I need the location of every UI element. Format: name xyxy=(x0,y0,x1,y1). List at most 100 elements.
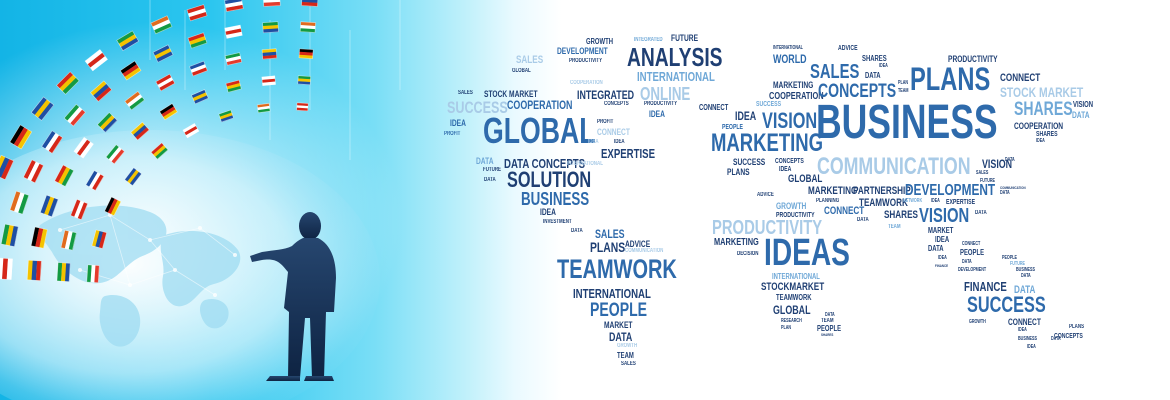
flag xyxy=(41,130,63,154)
cloud-word: ONLINE xyxy=(640,84,691,104)
flag xyxy=(85,170,105,191)
cloud-word: CONNECT xyxy=(597,127,630,137)
cloud-word: INTERNATIONAL xyxy=(567,161,603,167)
cloud-word: ADVICE xyxy=(838,45,858,52)
cloud-word: DATA CONCEPTS xyxy=(504,156,586,171)
cloud-word: PRODUCTIVITY xyxy=(644,101,678,107)
cloud-word: COOPERATION xyxy=(1014,121,1064,131)
cloud-word: PROFIT xyxy=(444,131,461,137)
flag xyxy=(262,21,279,34)
cloud-word: DATA xyxy=(1000,190,1010,196)
cloud-word: IDEA xyxy=(935,235,950,244)
cloud-word: IDEA xyxy=(588,139,599,145)
cloud-word: IDEA xyxy=(1036,138,1045,144)
cloud-word: IDEA xyxy=(879,63,888,69)
flag xyxy=(261,75,276,86)
cloud-word: PRODUCTIVITY xyxy=(948,54,998,64)
cloud-word: SUCCESS xyxy=(967,292,1046,317)
cloud-word: FUTURE xyxy=(483,167,502,173)
cloud-word: IDEAS xyxy=(764,232,850,274)
flag xyxy=(261,48,278,60)
cloud-word: DATA xyxy=(928,244,944,253)
cloud-word: FUTURE xyxy=(980,178,996,184)
cloud-word: SHARES xyxy=(1014,99,1073,120)
cloud-word: BUSINESS xyxy=(521,189,590,209)
cloud-word: IDEA xyxy=(938,255,947,261)
flag xyxy=(70,199,88,220)
flag xyxy=(86,264,100,284)
cloud-word: GLOBAL xyxy=(788,173,823,185)
cloud-word: TEAM xyxy=(821,318,834,324)
cloud-word: SALES xyxy=(458,90,473,96)
cloud-word: MARKETING xyxy=(711,129,824,157)
cloud-word: DATA xyxy=(609,330,633,344)
cloud-word: MARKETING xyxy=(808,185,858,197)
cloud-word: DATA xyxy=(1021,273,1031,279)
cloud-word: TEAM xyxy=(617,351,634,360)
cloud-word: GLOBAL xyxy=(773,303,811,317)
cloud-word: CONCEPTS xyxy=(818,81,897,102)
cloud-word: PARTNERSHIP xyxy=(853,185,911,197)
cloud-word: PLANS xyxy=(910,61,991,97)
cloud-word: IDEA xyxy=(540,207,556,217)
cloud-word: PLAN xyxy=(781,325,792,331)
cloud-word: PEOPLE xyxy=(722,124,744,131)
cloud-word: INTEGRATED xyxy=(634,37,663,43)
cloud-word: FINANCE xyxy=(964,279,1007,294)
cloud-word: NETWORK xyxy=(903,198,923,204)
cloud-word: SHARES xyxy=(862,54,887,63)
cloud-word: GLOBAL xyxy=(512,68,531,74)
cloud-word: ANALYSIS xyxy=(627,42,723,72)
cloud-word: CONNECT xyxy=(1000,72,1041,84)
cloud-word: WORLD xyxy=(773,52,807,66)
cloud-word: INTERNATIONAL xyxy=(773,45,803,51)
flag xyxy=(124,90,145,111)
cloud-word: INTERNATIONAL xyxy=(637,69,715,84)
cloud-word: SALES xyxy=(516,54,544,66)
cloud-word: STOCK MARKET xyxy=(1000,84,1084,100)
cloud-word: SHARES xyxy=(821,332,834,337)
flag xyxy=(84,49,108,72)
cloud-word: IDEA xyxy=(931,198,940,204)
flag xyxy=(224,52,243,66)
flag xyxy=(159,103,178,121)
cloud-word: VISION xyxy=(919,205,970,227)
flag xyxy=(225,79,242,93)
cloud-word: INTERNATIONAL xyxy=(573,286,651,301)
flag xyxy=(73,136,94,159)
flag xyxy=(90,80,113,102)
flag xyxy=(96,112,118,133)
cloud-word: TEAM xyxy=(888,224,901,230)
cloud-word: GROWTH xyxy=(969,319,986,325)
flag xyxy=(104,196,122,217)
cloud-word: IDEA xyxy=(735,109,757,123)
cloud-word: GROWTH xyxy=(617,343,638,349)
cloud-word: STOCK MARKET xyxy=(484,89,538,99)
cloud-word: MARKET xyxy=(928,226,954,235)
cloud-word: TEAMWORK xyxy=(557,254,677,284)
cloud-word: PEOPLE xyxy=(590,300,648,321)
flag xyxy=(26,259,42,281)
cloud-word: MARKET xyxy=(604,320,633,330)
cloud-word: DATA xyxy=(975,210,987,216)
flag xyxy=(256,103,271,114)
flag xyxy=(191,89,209,105)
cloud-word: DATA xyxy=(484,177,496,183)
cloud-word: SOLUTION xyxy=(507,167,592,192)
cloud-word: DATA xyxy=(962,259,972,265)
cloud-word: COOPERATION xyxy=(507,98,573,112)
cloud-word: DATA xyxy=(1051,336,1061,342)
cloud-word: MARKETING xyxy=(773,80,814,90)
flag xyxy=(0,223,19,247)
flag xyxy=(182,123,200,139)
cloud-word: VISION xyxy=(982,157,1013,171)
flag xyxy=(56,262,71,282)
cloud-word: IDEA xyxy=(614,139,625,145)
flag xyxy=(60,229,77,251)
flag xyxy=(0,257,13,280)
flag-arc xyxy=(0,0,319,284)
flag xyxy=(56,71,80,95)
cloud-word: GROWTH xyxy=(776,201,807,211)
